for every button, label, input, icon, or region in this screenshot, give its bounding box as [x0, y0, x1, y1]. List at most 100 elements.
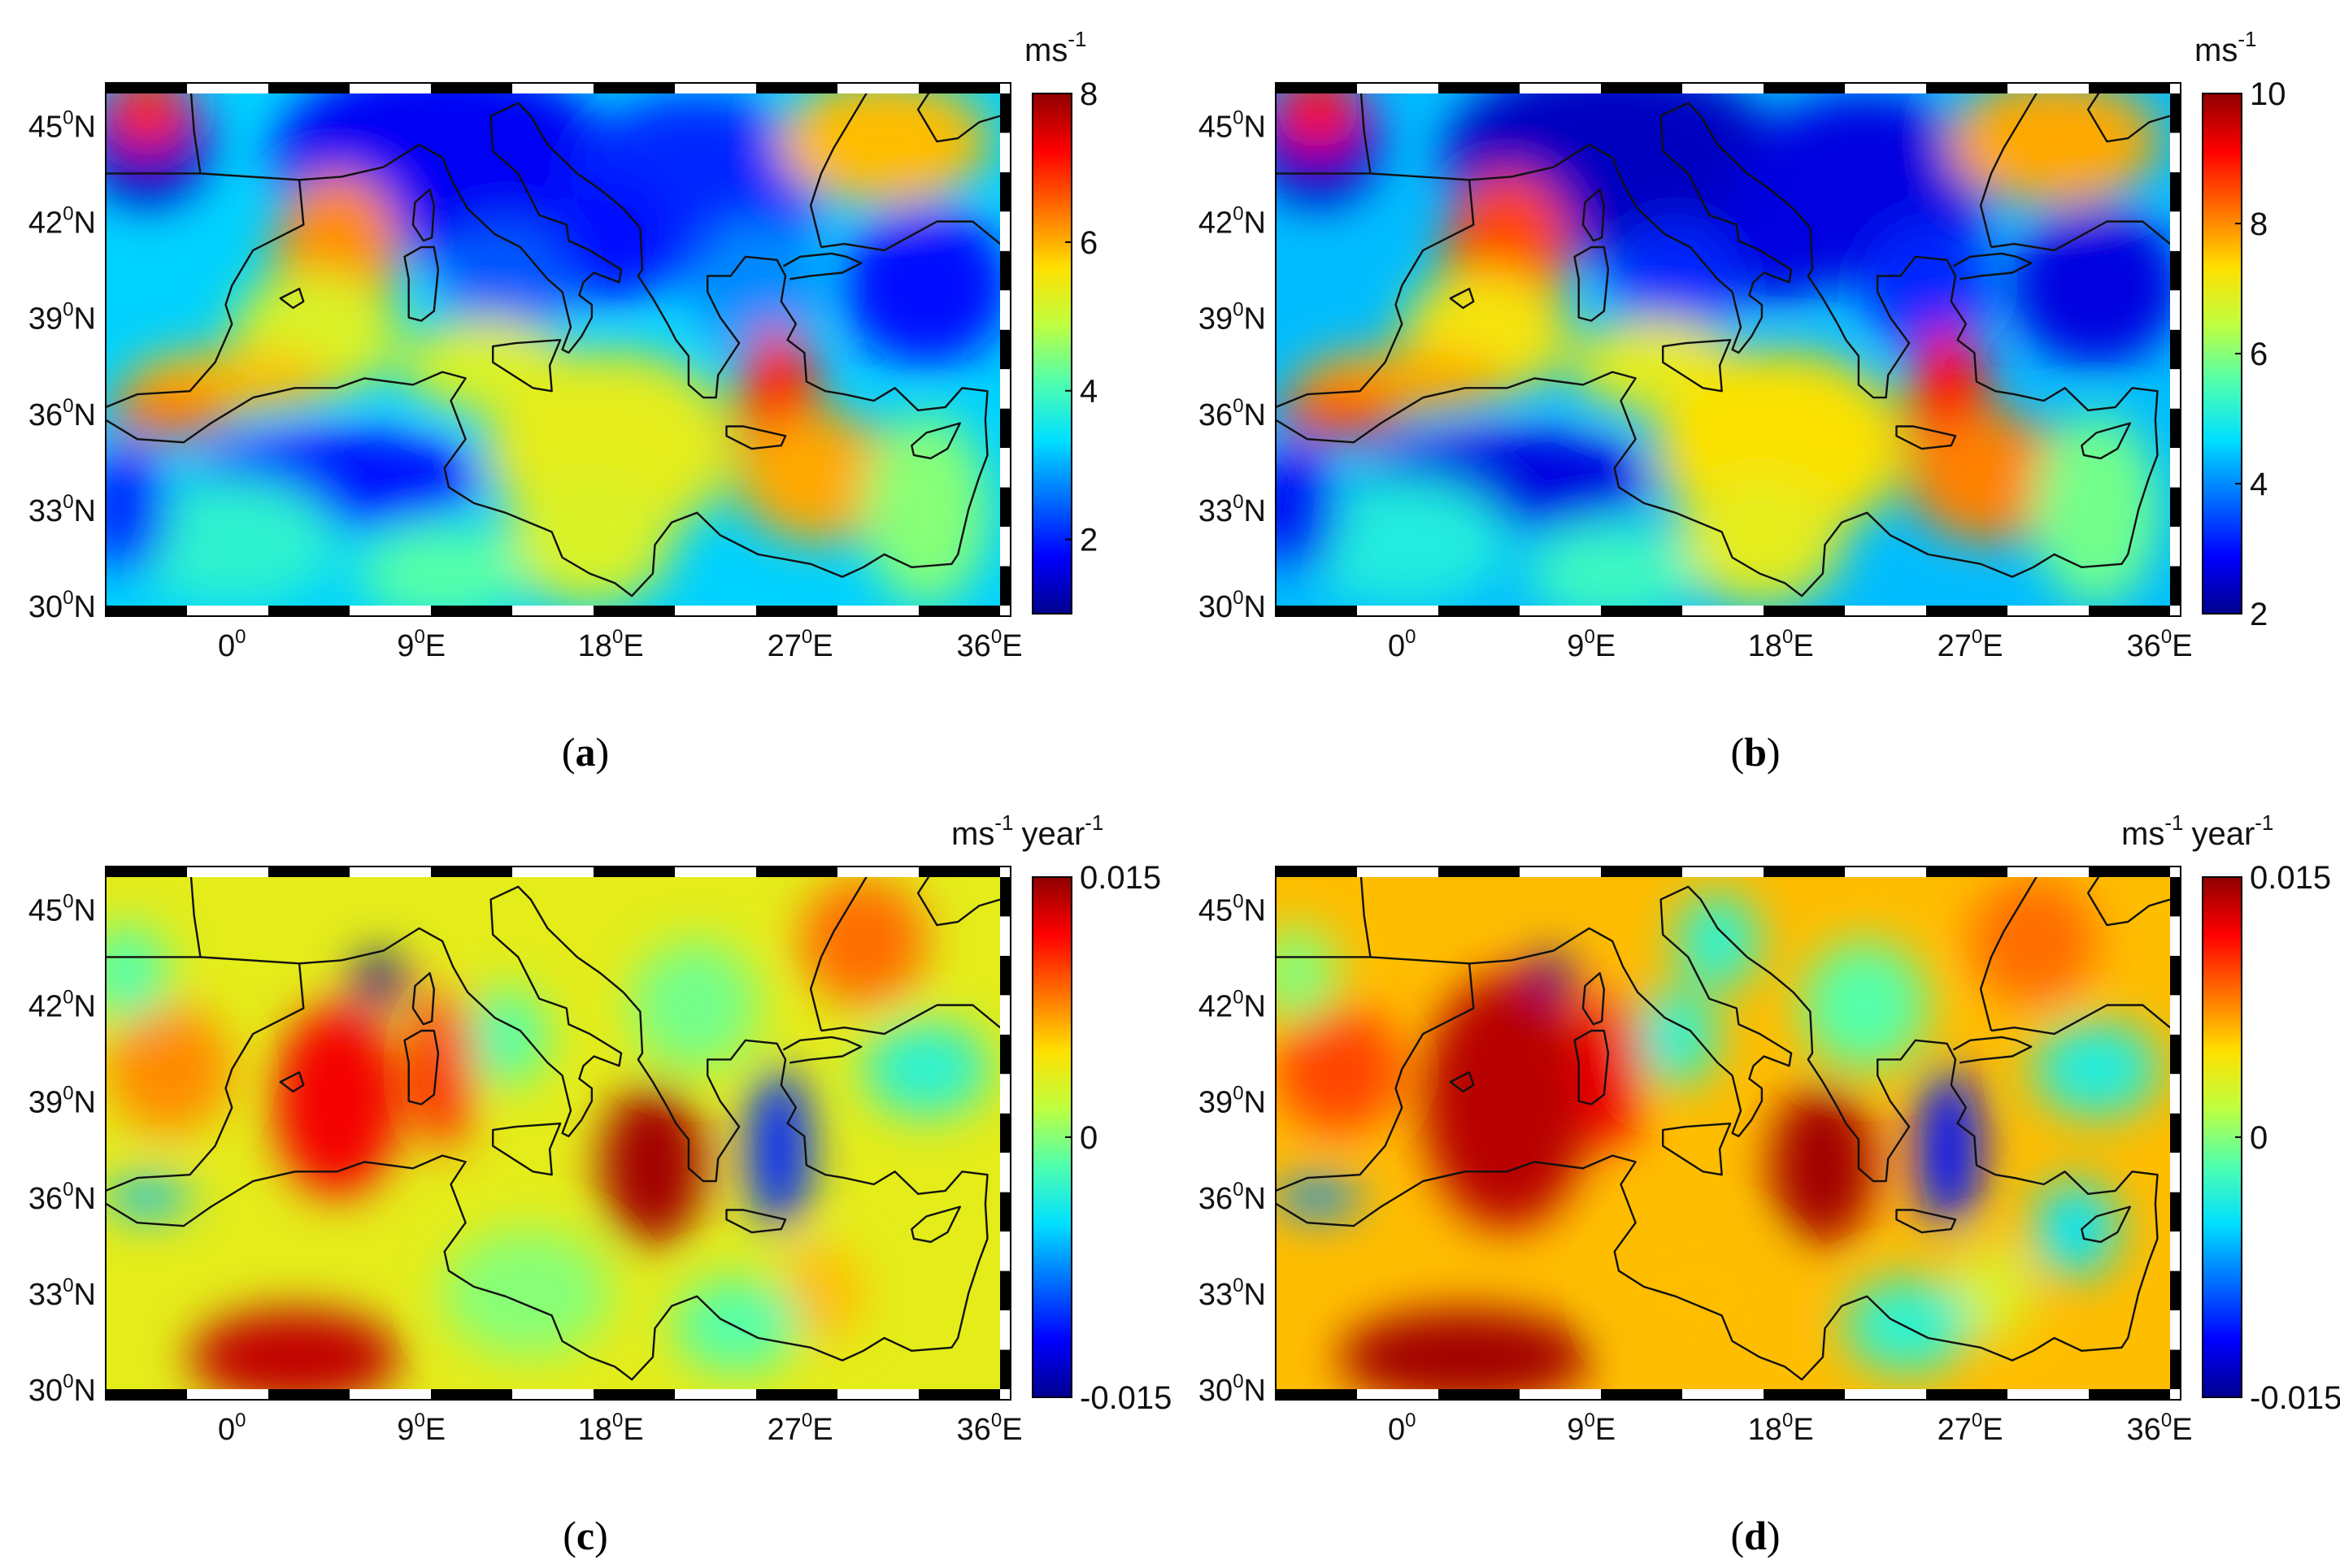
field-region: [1612, 221, 1739, 350]
island-sardinia: [403, 245, 440, 322]
coastline-iberia: [106, 956, 305, 1192]
frame-segment: [1000, 93, 1011, 133]
map-field: [106, 877, 1000, 1389]
frame-segment: [2089, 1389, 2170, 1400]
frame-segment: [1000, 250, 1011, 291]
island-mallorca: [279, 288, 305, 309]
lat-tick-label: 300N: [1198, 587, 1266, 624]
colorbar-unit: ms-1: [1024, 27, 1086, 68]
frame-segment: [837, 1389, 919, 1400]
field-region: [694, 221, 822, 350]
frame-segment: [2170, 290, 2181, 330]
field-region: [1276, 1178, 1360, 1217]
frame-segment: [675, 867, 756, 877]
island-corsica: [411, 188, 435, 242]
frame-segment: [1438, 1389, 1520, 1400]
frame-segment: [1357, 1389, 1438, 1400]
coastlines: [1276, 93, 2170, 597]
island-sardinia: [403, 1029, 440, 1105]
lat-tick-label: 450N: [1198, 890, 1266, 927]
frame-border: [105, 866, 1011, 1401]
lat-tick-label: 390N: [1198, 299, 1266, 337]
coastline-marmara: [1952, 1036, 2033, 1064]
coastline-marmara: [782, 252, 863, 280]
lon-tick-label: 360E: [957, 1409, 1023, 1447]
field-region: [779, 93, 990, 206]
field-region: [1276, 388, 1403, 440]
frame-segment: [431, 83, 512, 93]
colorbar-tick-label: -0.015: [1080, 1380, 1172, 1416]
frame-segment: [1520, 867, 1601, 877]
frame-segment: [2007, 867, 2089, 877]
field-region: [442, 1229, 611, 1357]
coastline-crimea: [2086, 93, 2170, 143]
frame-segment: [919, 83, 1000, 93]
coastline-black-sea: [820, 220, 1000, 252]
island-cyprus: [911, 422, 961, 460]
panel-b: 450N 420N 390N 360N 330N 300N 00 90E 180E 270E 360…: [1170, 0, 2340, 784]
lat-tick-label: 450N: [28, 890, 96, 927]
frame-segment: [1000, 1113, 1011, 1153]
frame-segment: [350, 867, 431, 877]
coastlines: [1276, 877, 2170, 1381]
coastline-crimea: [916, 93, 1000, 143]
frame-segment: [919, 1389, 1000, 1400]
lon-tick-label: 360E: [957, 626, 1023, 663]
coastline-mediterranean: [1276, 102, 2159, 597]
field-region: [1675, 893, 1760, 989]
frame-segment: [268, 1389, 350, 1400]
colorbar-tick-label: 0.015: [1080, 860, 1161, 896]
field-region: [126, 477, 337, 606]
coastline-black-sea-west: [1979, 93, 2038, 248]
island-sardinia: [1573, 1029, 1610, 1105]
frame-segment: [431, 1389, 512, 1400]
coastline-black-sea: [820, 1004, 1000, 1036]
frame-segment: [2170, 211, 2181, 251]
island-sicily: [1662, 339, 1732, 393]
field-region: [1276, 93, 1360, 148]
frame-segment: [2089, 606, 2170, 616]
frame-segment: [350, 606, 431, 616]
frame-segment: [1764, 606, 1845, 616]
map-frame: [105, 866, 1011, 1401]
colorbar-tick-label: 4: [2250, 467, 2268, 502]
lon-tick-label: 360E: [2127, 1409, 2193, 1447]
frame-segment: [187, 606, 268, 616]
frame-segment: [1926, 1389, 2007, 1400]
coastline-black-sea: [1990, 220, 2170, 252]
field-region: [1581, 988, 1644, 1149]
coastline-black-sea-west: [809, 877, 868, 1032]
frame-segment: [512, 606, 594, 616]
lon-tick-label: 180E: [1748, 1409, 1814, 1447]
field-region: [1970, 877, 2097, 1006]
frame-segment: [1276, 83, 1357, 93]
map-field: [1276, 877, 2170, 1389]
colorbar-tick-label: 6: [1080, 225, 1098, 261]
frame-segment: [2170, 1113, 2181, 1153]
map-field: [1276, 93, 2170, 606]
frame-segment: [1000, 1310, 1011, 1350]
frame-segment: [594, 83, 675, 93]
island-mallorca: [1449, 1071, 1475, 1092]
map-frame: [1275, 866, 2181, 1401]
colorbar-tick-label: 2: [2250, 597, 2268, 632]
frame-segment: [2170, 408, 2181, 449]
colorbar-unit: ms-1 year-1: [2121, 810, 2273, 852]
frame-segment: [268, 867, 350, 877]
field-region: [1864, 221, 1991, 350]
frame-segment: [1276, 1389, 1357, 1400]
island-sicily: [492, 1123, 562, 1176]
frame-segment: [2007, 83, 2089, 93]
colorbar-tick-label: 0: [1080, 1120, 1098, 1156]
field-region: [632, 940, 759, 1070]
field-region: [1917, 1069, 1981, 1230]
frame-segment: [2007, 1389, 2089, 1400]
colorbar-tick-label: 0.015: [2250, 860, 2331, 896]
coastline-mediterranean: [106, 102, 989, 597]
field-region: [1949, 93, 2160, 206]
frame-segment: [106, 606, 187, 616]
frame-segment: [1926, 83, 2007, 93]
frame-segment: [1845, 83, 1926, 93]
frame-segment: [1000, 1270, 1011, 1311]
frame-segment: [2170, 250, 2181, 291]
